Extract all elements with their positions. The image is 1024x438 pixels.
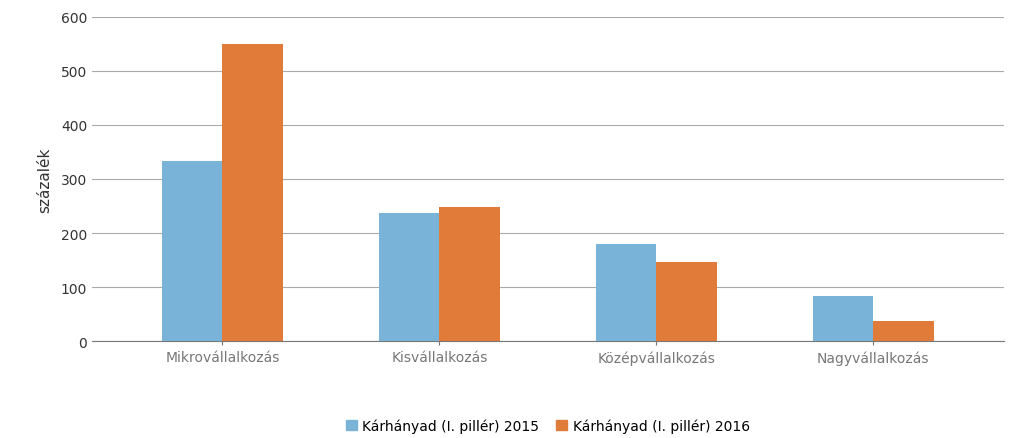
Bar: [222, 45, 283, 342]
Bar: [813, 297, 873, 342]
Y-axis label: százalék: százalék: [38, 147, 52, 212]
Bar: [162, 162, 222, 342]
Legend: Kárhányad (I. pillér) 2015, Kárhányad (I. pillér) 2016: Kárhányad (I. pillér) 2015, Kárhányad (I…: [340, 413, 756, 438]
Bar: [656, 262, 717, 342]
Bar: [596, 244, 656, 342]
Bar: [873, 321, 934, 342]
Bar: [379, 213, 439, 342]
Bar: [439, 208, 500, 342]
